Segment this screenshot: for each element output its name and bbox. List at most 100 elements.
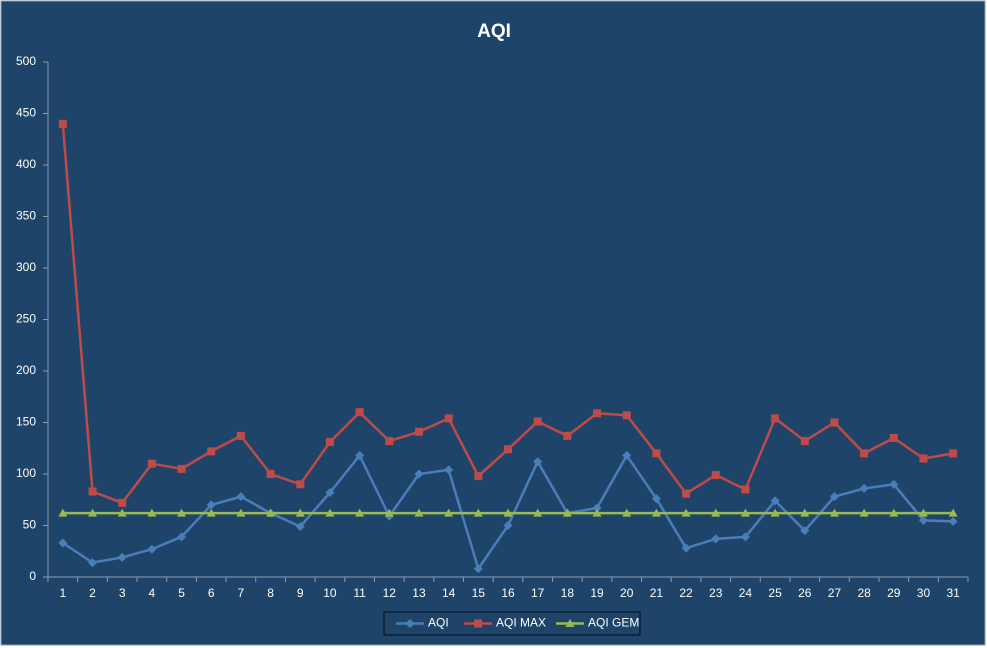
marker — [771, 414, 780, 423]
marker — [711, 534, 721, 544]
marker — [800, 526, 810, 536]
y-tick-label: 0 — [29, 569, 36, 583]
marker — [414, 508, 424, 517]
marker — [533, 508, 543, 517]
marker — [325, 488, 335, 498]
y-tick-label: 150 — [16, 415, 36, 429]
marker — [414, 427, 423, 436]
marker — [829, 492, 839, 502]
x-tick-label: 4 — [149, 586, 156, 600]
x-tick-label: 12 — [383, 586, 397, 600]
marker — [829, 508, 839, 517]
marker — [503, 521, 513, 530]
x-tick-label: 2 — [89, 586, 96, 600]
marker — [800, 508, 810, 517]
marker — [681, 543, 691, 553]
marker — [592, 508, 602, 517]
marker — [236, 492, 246, 502]
y-tick-label: 250 — [16, 312, 36, 326]
legend-marker — [405, 619, 415, 628]
marker — [58, 538, 68, 548]
marker — [741, 485, 750, 494]
marker — [681, 508, 691, 517]
legend-box — [383, 611, 641, 636]
legend-marker — [474, 619, 482, 628]
marker — [918, 515, 928, 525]
y-tick-label: 400 — [16, 157, 36, 171]
x-tick-label: 24 — [739, 586, 753, 600]
marker — [414, 469, 424, 479]
marker — [384, 508, 394, 517]
marker — [918, 508, 928, 517]
marker — [919, 454, 928, 463]
x-tick-label: 11 — [353, 586, 366, 600]
x-tick-label: 18 — [561, 586, 575, 600]
marker — [473, 508, 483, 517]
marker — [295, 522, 305, 532]
x-tick-label: 10 — [323, 586, 337, 600]
marker — [622, 450, 632, 460]
legend-label: AQI — [428, 616, 449, 630]
marker — [830, 418, 839, 427]
x-tick-label: 7 — [238, 586, 245, 600]
marker — [533, 457, 543, 467]
x-tick-label: 6 — [208, 586, 215, 600]
marker — [474, 472, 483, 481]
marker — [325, 438, 334, 447]
marker — [889, 433, 898, 442]
marker — [118, 498, 127, 507]
marker — [147, 508, 157, 517]
marker — [207, 447, 216, 456]
marker — [147, 459, 156, 468]
x-tick-label: 31 — [946, 586, 960, 600]
x-tick-label: 20 — [620, 586, 634, 600]
x-tick-label: 23 — [709, 586, 723, 600]
marker — [859, 483, 869, 493]
y-tick-label: 200 — [16, 363, 36, 377]
marker — [473, 564, 483, 574]
x-tick-label: 3 — [119, 586, 126, 600]
marker — [177, 464, 186, 473]
x-tick-label: 21 — [650, 586, 664, 600]
marker — [651, 494, 661, 504]
marker — [266, 470, 275, 478]
x-tick-label: 19 — [590, 586, 604, 600]
marker — [770, 496, 780, 506]
marker — [58, 508, 68, 517]
x-tick-label: 5 — [178, 586, 185, 600]
y-tick-label: 350 — [16, 209, 36, 223]
marker — [444, 414, 453, 423]
marker — [889, 479, 899, 489]
marker — [88, 558, 98, 568]
marker — [236, 508, 246, 517]
marker — [444, 465, 454, 475]
legend-label: AQI GEM — [588, 616, 639, 630]
y-tick-label: 100 — [16, 466, 36, 480]
marker — [948, 516, 958, 526]
marker — [651, 508, 661, 517]
x-tick-label: 13 — [412, 586, 426, 600]
x-tick-label: 30 — [917, 586, 931, 600]
marker — [740, 532, 750, 542]
marker — [800, 437, 809, 446]
marker — [711, 508, 721, 517]
y-tick-label: 300 — [16, 260, 36, 274]
marker — [266, 508, 276, 517]
marker — [711, 471, 720, 480]
y-tick-label: 450 — [16, 106, 36, 120]
x-tick-label: 16 — [501, 586, 515, 600]
marker — [593, 409, 602, 418]
x-tick-label: 26 — [798, 586, 812, 600]
marker — [444, 508, 454, 517]
marker — [563, 431, 572, 440]
legend-label: AQI MAX — [496, 616, 546, 630]
marker — [147, 544, 157, 554]
marker — [295, 508, 305, 517]
marker — [177, 508, 187, 517]
marker — [177, 532, 187, 542]
marker — [592, 503, 602, 513]
marker — [206, 500, 216, 510]
x-tick-label: 22 — [679, 586, 693, 600]
marker — [652, 449, 661, 458]
